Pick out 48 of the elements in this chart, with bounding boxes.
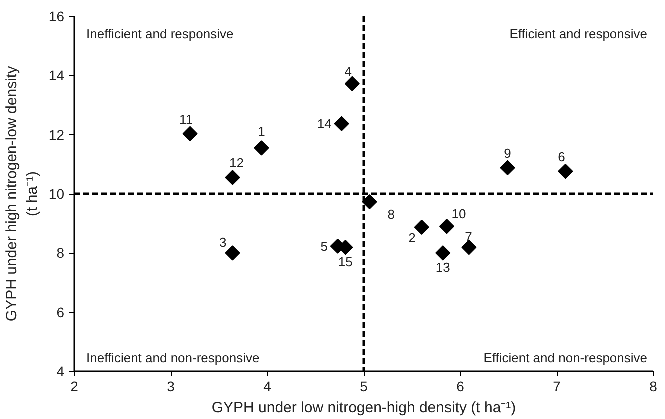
point (462, 240, 477, 256)
annotation: 4 (344, 64, 352, 79)
x-tick-label: 5 (360, 378, 368, 394)
annotation: 8 (388, 206, 396, 222)
annotation: 14 (317, 116, 332, 132)
annotation: 2 (408, 230, 416, 246)
point (334, 116, 350, 132)
annotation: 6 (558, 150, 566, 165)
annotation: 5 (320, 238, 328, 254)
point (225, 170, 240, 186)
y-tick-label: 6 (56, 304, 65, 320)
y-tick-label: 10 (48, 186, 65, 202)
x-tick-label: 4 (264, 378, 272, 394)
x-tick-label: 6 (456, 378, 465, 394)
annotation: 15 (338, 254, 353, 270)
y-tick-label: 12 (48, 126, 65, 143)
annotation: Efficient and responsive (510, 26, 648, 42)
annotation: Inefficient and responsive (86, 26, 234, 42)
point (439, 218, 455, 234)
point (414, 220, 430, 235)
point (362, 194, 378, 210)
y-tick-label: 8 (56, 245, 65, 262)
x-tick-label: 2 (70, 378, 79, 394)
annotation: Inefficient and non-responsive (86, 350, 260, 366)
point (254, 140, 270, 156)
point (558, 164, 574, 180)
annotation: 13 (436, 260, 450, 276)
point (500, 160, 516, 176)
point (344, 76, 360, 92)
annotation: 3 (220, 235, 227, 250)
annotation: 11 (180, 112, 194, 127)
x-tick-label: 3 (167, 378, 176, 394)
point (225, 246, 240, 261)
annotation: 1 (258, 124, 266, 140)
annotation: 7 (465, 230, 472, 245)
x-tick-label: 8 (650, 378, 658, 394)
annotation: Efficient and non-responsive (484, 350, 648, 366)
y-tick-label: 14 (48, 68, 65, 84)
x-tick-label: 7 (553, 378, 562, 394)
point (436, 246, 451, 261)
y-tick-label: 4 (56, 364, 65, 380)
point (182, 126, 198, 142)
annotation: 12 (230, 156, 244, 171)
annotation: 10 (452, 206, 466, 222)
x-axis-title: GYPH under low nitrogen-high density (t ha⁻¹) (212, 400, 516, 416)
y-tick-label: 16 (48, 8, 65, 24)
y-axis-title: GYPH under high nitrogen-low density (t ha⁻¹) (4, 66, 41, 322)
annotation: 9 (504, 146, 512, 161)
